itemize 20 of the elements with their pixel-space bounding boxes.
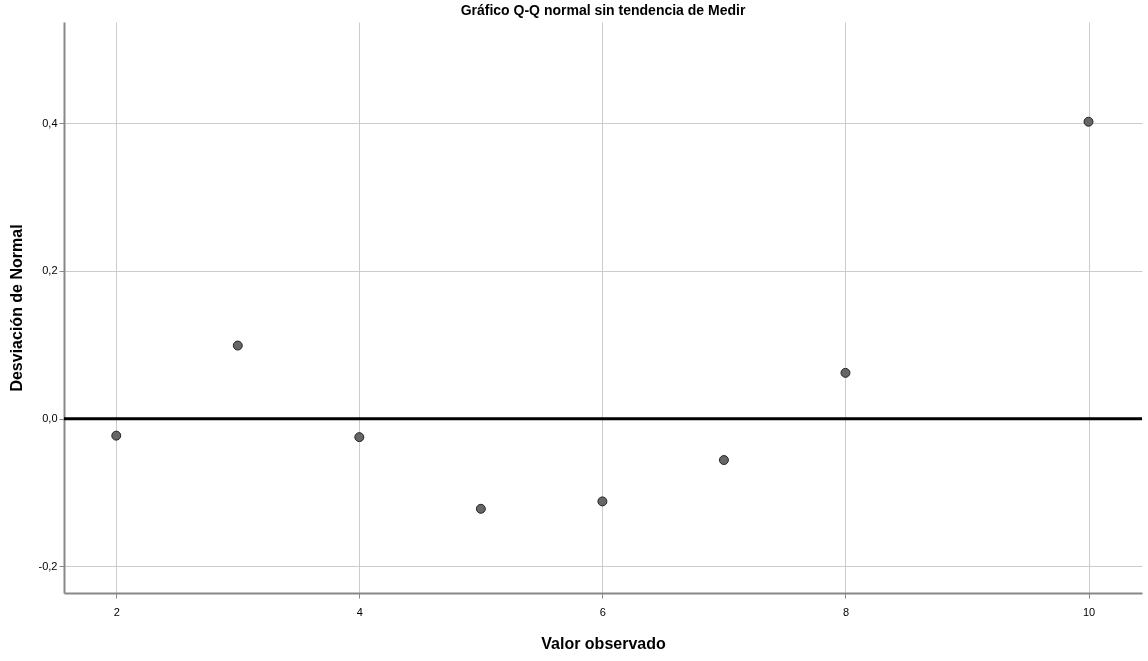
point	[232, 340, 243, 351]
y-tick-label: 0,2	[42, 264, 58, 277]
y-tick-label: 0,0	[42, 412, 58, 425]
y-tick-label: 0,4	[42, 116, 58, 129]
point	[1083, 116, 1094, 127]
chart-title: Gráfico Q-Q normal sin tendencia de Medir	[460, 2, 746, 18]
x-axis-title: Valor observado	[541, 634, 666, 652]
point	[475, 503, 486, 514]
y-axis-title: Desviación de Normal	[7, 224, 25, 392]
y-tick-label: -0,2	[38, 559, 58, 572]
point	[718, 455, 729, 465]
point	[111, 430, 122, 441]
x-tick-label: 8	[842, 605, 850, 618]
point	[354, 432, 365, 443]
point	[597, 496, 608, 507]
point	[840, 367, 851, 378]
x-tick-label: 2	[113, 605, 120, 618]
x-tick-label: 6	[599, 605, 606, 618]
x-tick-label: 10	[1082, 605, 1096, 618]
x-tick-label: 4	[356, 605, 363, 618]
